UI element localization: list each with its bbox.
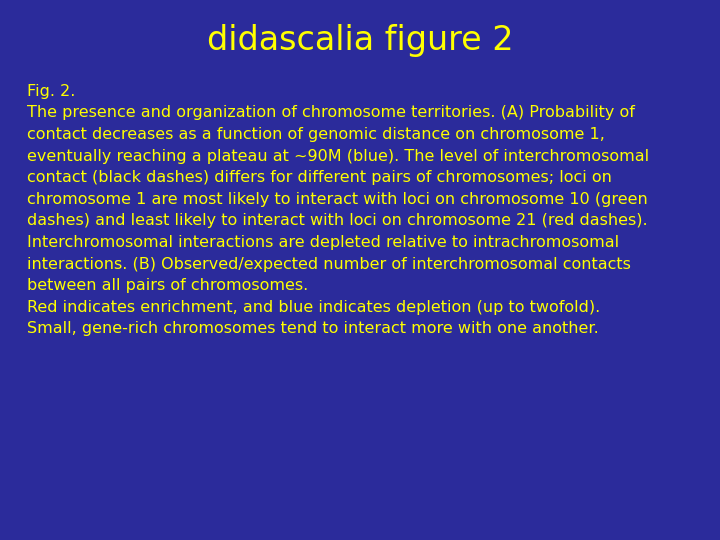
Text: didascalia figure 2: didascalia figure 2 [207,24,513,57]
Text: Fig. 2.
The presence and organization of chromosome territories. (A) Probability: Fig. 2. The presence and organization of… [27,84,649,336]
